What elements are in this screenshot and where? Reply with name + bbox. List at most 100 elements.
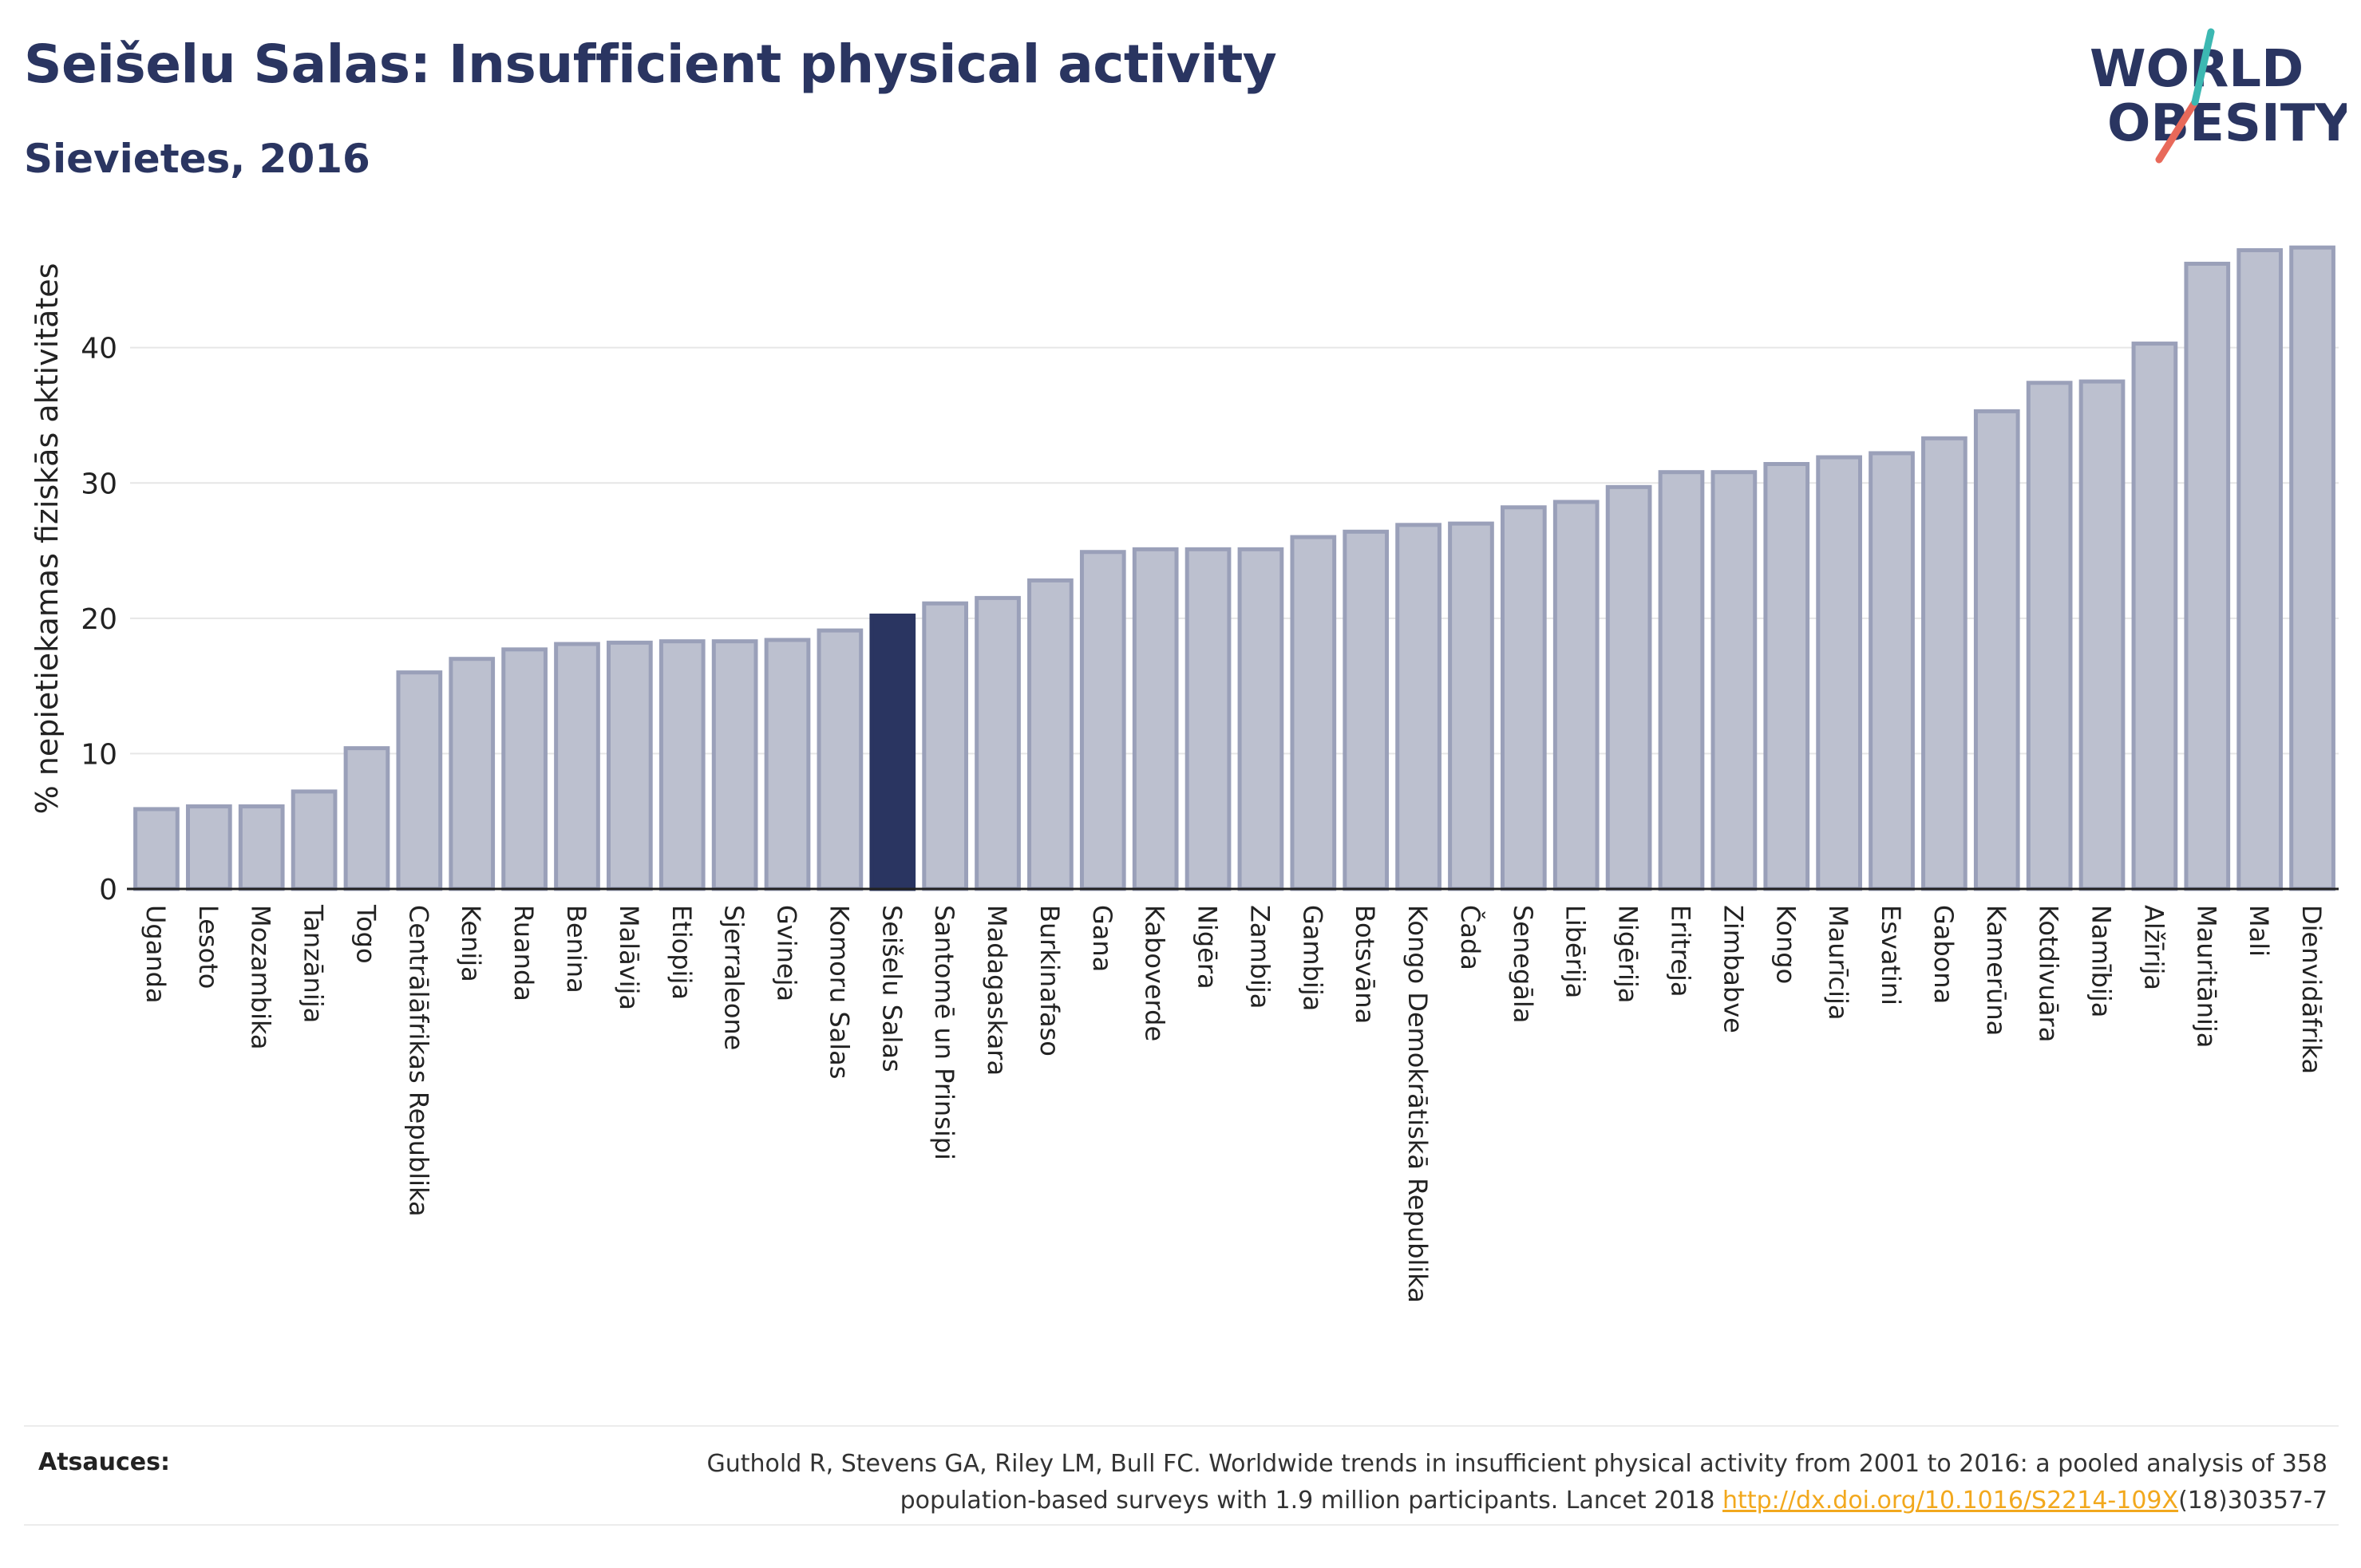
- source-line-2: population-based surveys with 1.9 millio…: [492, 1483, 2327, 1519]
- x-tick-label: Malāvija: [614, 905, 644, 1010]
- bar: [1184, 547, 1232, 891]
- bar: [817, 628, 864, 891]
- source-line-1: Guthold R, Stevens GA, Riley LM, Bull FC…: [706, 1450, 2327, 1478]
- bar: [291, 789, 338, 891]
- logo-line2: OBESITY: [2107, 94, 2347, 153]
- bar-chart: 0 10 20 30 40 Uganda Lesoto Mozambika Tanzānija T…: [30, 245, 2339, 1303]
- bar: [343, 746, 390, 891]
- x-tick-label: Benina: [561, 905, 591, 993]
- bar: [1237, 547, 1284, 891]
- x-tick-label: Gana: [1087, 905, 1117, 972]
- bar: [1448, 521, 1494, 891]
- bar: [501, 647, 548, 891]
- bar: [2026, 381, 2073, 891]
- bar: [1816, 455, 1862, 891]
- source-link[interactable]: http://dx.doi.org/10.1016/S2214-109X: [1722, 1487, 2179, 1515]
- x-tick-label: Komoru Salas: [824, 905, 854, 1079]
- x-tick-label: Zimbabve: [1718, 905, 1748, 1033]
- x-tick-label: Nigērija: [1613, 905, 1643, 1003]
- bar: [975, 595, 1021, 891]
- x-tick-label: Santomē un Prinsipi: [929, 905, 959, 1160]
- bar: [922, 601, 969, 891]
- bar: [1869, 451, 1915, 891]
- x-tick-label: Gabona: [1928, 905, 1959, 1004]
- x-tick-label: Esvatini: [1876, 905, 1906, 1005]
- bar: [449, 657, 496, 891]
- bar: [2131, 342, 2178, 891]
- bars: [133, 245, 2335, 891]
- x-tick-label: Kamerūna: [1981, 905, 2011, 1036]
- bar: [1973, 409, 2020, 891]
- bar: [1710, 470, 1758, 891]
- x-tick-label: Centrālāfrikas Republika: [403, 905, 433, 1217]
- bar: [2289, 245, 2335, 891]
- bar: [607, 640, 653, 891]
- logo-slash-teal: [2191, 28, 2215, 106]
- bar: [1763, 462, 1810, 891]
- x-tick-label: Kongo Demokrātiskā Republika: [1402, 905, 1433, 1303]
- source-line-2-pre: population-based surveys with 1.9 millio…: [900, 1487, 1723, 1515]
- y-tick-label: 20: [81, 603, 117, 636]
- bar: [1027, 578, 1074, 891]
- bar: [1552, 500, 1600, 891]
- x-tick-label: Kotdivuāra: [2034, 905, 2064, 1042]
- bar: [658, 639, 706, 891]
- bar: [764, 638, 811, 891]
- x-tick-label: Madagaskara: [982, 905, 1012, 1076]
- bar: [133, 807, 180, 891]
- y-axis-label: % nepietiekamas fiziskās aktivitātes: [30, 263, 65, 815]
- bar: [2236, 248, 2284, 891]
- x-tick-label: Burkinafaso: [1034, 905, 1065, 1057]
- y-tick-label: 10: [81, 738, 117, 771]
- x-tick-label: Eritreja: [1665, 905, 1695, 997]
- x-tick-label: Dienvidāfrika: [2296, 905, 2327, 1074]
- x-tick-label: Mali: [2244, 905, 2274, 957]
- y-tick-label: 0: [99, 874, 117, 906]
- bar: [1343, 529, 1390, 891]
- x-tick-label: Kenija: [456, 905, 486, 982]
- bar: [1079, 550, 1126, 891]
- x-tick-label: Mauritānija: [2191, 905, 2221, 1048]
- x-tick-label: Zambija: [1244, 905, 1275, 1009]
- x-tick-label: Libērija: [1560, 905, 1591, 998]
- x-tick-label: Botsvāna: [1350, 905, 1380, 1024]
- x-tick-label: Lesoto: [193, 905, 223, 989]
- bar: [1395, 523, 1442, 891]
- x-tick-label: Nigēra: [1192, 905, 1223, 989]
- world-obesity-logo: WORLD OBESITY: [2090, 28, 2347, 164]
- bar: [1500, 505, 1547, 891]
- bar: [396, 670, 443, 891]
- bar: [238, 804, 285, 891]
- x-tick-label: Kaboverde: [1140, 905, 1170, 1041]
- grid-lines: [130, 346, 2339, 755]
- x-tick-label: Etiopija: [666, 905, 697, 1000]
- bar: [1921, 436, 1968, 891]
- bar: [185, 804, 232, 891]
- axes: 0 10 20 30 40 Uganda Lesoto Mozambika Tanzānija T…: [81, 333, 2339, 1303]
- bar: [1605, 484, 1652, 891]
- source-line-2-post: (18)30357-7: [2178, 1487, 2327, 1515]
- x-tick-label: Alžīrija: [2138, 905, 2169, 990]
- bar: [1132, 547, 1179, 891]
- x-tick-label: Namībija: [2086, 905, 2117, 1017]
- bar: [554, 642, 600, 891]
- x-tick-label: Mozambika: [246, 905, 276, 1050]
- y-tick-label: 40: [81, 333, 117, 365]
- source-label: Atsauces:: [38, 1448, 170, 1476]
- page-title: Seišelu Salas: Insufficient physical act…: [24, 34, 1277, 95]
- bar: [869, 613, 916, 891]
- bar: [711, 639, 758, 891]
- x-tick-label: Kongo: [1770, 905, 1801, 984]
- x-tick-label: Maurīcija: [1823, 905, 1853, 1021]
- y-tick-label: 30: [81, 468, 117, 500]
- x-tick-label: Gvineja: [772, 905, 802, 1001]
- footer-divider-bottom: [24, 1524, 2339, 1526]
- x-tick-label: Seišelu Salas: [876, 905, 907, 1072]
- x-tick-label: Čada: [1455, 905, 1486, 970]
- x-tick-label: Togo: [350, 904, 381, 964]
- x-tick-label: Gambija: [1297, 905, 1327, 1011]
- x-tick-label: Tanzānija: [299, 904, 329, 1023]
- logo-slash-red: [2155, 98, 2199, 164]
- bar: [2184, 262, 2231, 891]
- bar: [1290, 535, 1337, 891]
